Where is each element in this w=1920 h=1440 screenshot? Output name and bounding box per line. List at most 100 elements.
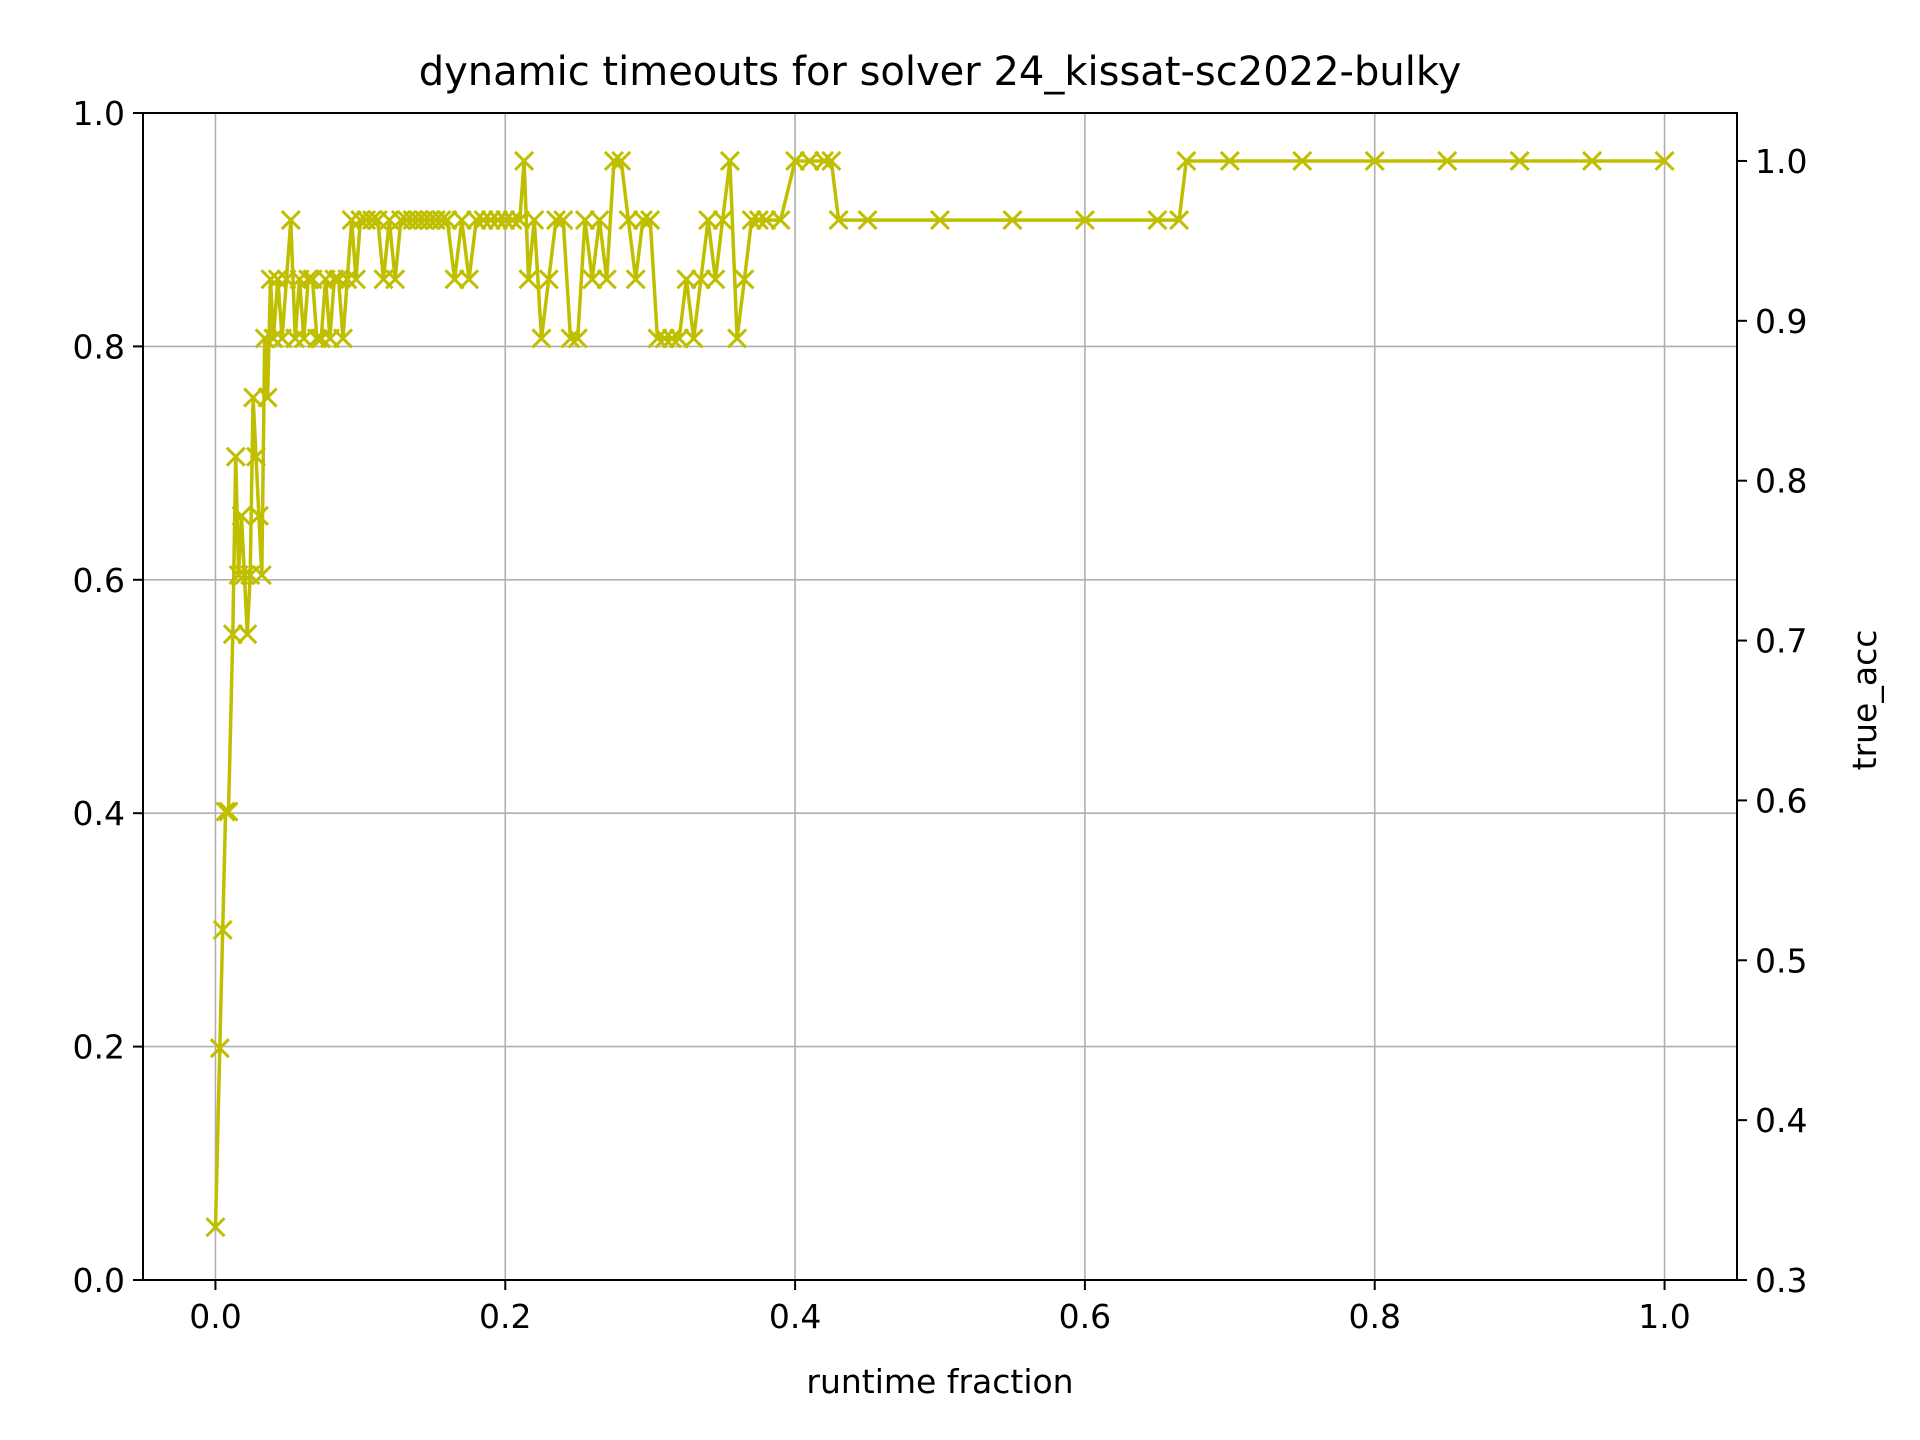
data-point-marker	[502, 210, 523, 231]
data-point-marker	[785, 150, 806, 172]
data-point-marker	[560, 328, 581, 349]
y-tick-label: 1.0	[73, 94, 125, 133]
data-point-marker	[243, 387, 264, 408]
data-point-marker	[524, 210, 545, 231]
data-point-marker	[814, 150, 835, 172]
data-point-marker	[509, 210, 530, 231]
x-axis-label: runtime fraction	[806, 1362, 1073, 1401]
data-point-marker	[698, 210, 719, 231]
data-point-marker	[332, 328, 354, 349]
data-point-marker	[676, 269, 697, 290]
y2-tick-label: 0.6	[1755, 781, 1807, 820]
data-point-marker	[245, 446, 267, 467]
y-tick-label: 0.4	[73, 794, 125, 833]
data-point-marker	[341, 210, 362, 231]
y2-tick-label: 0.3	[1755, 1261, 1807, 1300]
data-point-marker	[618, 210, 639, 231]
y-tick-label: 0.0	[73, 1261, 125, 1300]
x-tick-label: 0.6	[1059, 1297, 1111, 1336]
data-point-marker	[345, 269, 367, 290]
data-point-marker	[237, 624, 258, 645]
data-point-marker	[661, 328, 682, 349]
data-point-marker	[632, 210, 653, 231]
data-point-marker	[545, 210, 567, 231]
y-tick-label: 0.2	[73, 1028, 125, 1067]
data-point-marker	[799, 150, 820, 172]
data-point-marker	[267, 269, 288, 290]
data-point-marker	[444, 269, 465, 290]
data-point-marker	[1169, 210, 1190, 231]
data-point-marker	[1002, 210, 1023, 231]
data-point-marker	[514, 150, 535, 172]
data-point-marker	[263, 328, 284, 349]
data-point-marker	[225, 446, 246, 467]
y2-tick-label: 0.8	[1755, 462, 1807, 501]
data-point-marker	[669, 328, 690, 349]
data-point-marker	[234, 564, 255, 586]
data-point-marker	[1364, 150, 1385, 172]
data-point-marker	[205, 1217, 226, 1238]
x-tick-label: 1.0	[1638, 1297, 1690, 1336]
data-point-marker	[603, 150, 625, 172]
data-point-marker	[1509, 150, 1530, 172]
data-point-marker	[654, 328, 675, 349]
data-point-marker	[487, 210, 509, 231]
data-point-marker	[212, 919, 233, 940]
data-point-marker	[712, 210, 733, 231]
data-point-marker	[385, 269, 406, 290]
data-point-marker	[596, 269, 617, 290]
x-tick-label: 0.2	[479, 1297, 531, 1336]
data-point-marker	[451, 210, 472, 231]
data-point-marker	[248, 505, 269, 526]
data-point-marker	[328, 269, 349, 290]
data-point-marker	[683, 328, 704, 349]
series-layer	[205, 150, 1675, 1238]
data-point-marker	[770, 210, 791, 231]
data-point-marker	[705, 269, 726, 290]
data-point-marker	[553, 210, 574, 231]
data-point-marker	[337, 269, 358, 290]
plot-frame	[142, 112, 1738, 1281]
y-tick-label: 0.8	[73, 327, 125, 366]
data-point-marker	[611, 150, 632, 172]
x-tick-label: 0.8	[1348, 1297, 1400, 1336]
data-point-marker	[589, 210, 610, 231]
data-point-marker	[209, 1038, 230, 1059]
data-point-marker	[495, 210, 516, 231]
data-point-marker	[741, 210, 762, 231]
data-point-marker	[625, 269, 646, 290]
data-point-marker	[215, 801, 236, 822]
data-point-marker	[640, 210, 661, 231]
data-point-marker	[473, 210, 494, 231]
data-point-marker	[1219, 150, 1240, 172]
series-line	[213, 159, 1665, 1228]
data-point-marker	[480, 210, 501, 231]
data-point-marker	[466, 210, 487, 231]
data-point-marker	[254, 328, 275, 349]
data-point-marker	[280, 210, 301, 231]
y2-tick-label: 0.9	[1755, 302, 1807, 341]
data-point-marker	[756, 210, 777, 231]
data-point-marker	[727, 328, 748, 349]
data-point-marker	[251, 564, 272, 586]
data-point-marker	[574, 210, 596, 231]
data-point-marker	[222, 624, 243, 645]
data-point-marker	[437, 210, 458, 231]
data-point-marker	[231, 505, 252, 526]
data-point-marker	[929, 210, 951, 231]
data-point-marker	[361, 210, 383, 231]
data-point-marker	[1176, 150, 1197, 172]
data-point-marker	[582, 269, 603, 290]
data-point-marker	[1074, 210, 1095, 231]
data-point-marker	[431, 210, 452, 231]
data-point-marker	[690, 269, 711, 290]
data-point-marker	[518, 269, 539, 290]
chart-title: dynamic timeouts for solver 24_kissat-sc…	[419, 49, 1462, 95]
data-point-marker	[567, 328, 588, 349]
y2-tick-label: 0.7	[1755, 622, 1807, 661]
y2-axis-label: true_acc	[1845, 630, 1884, 771]
data-point-marker	[538, 269, 559, 290]
data-point-marker	[1147, 210, 1168, 231]
